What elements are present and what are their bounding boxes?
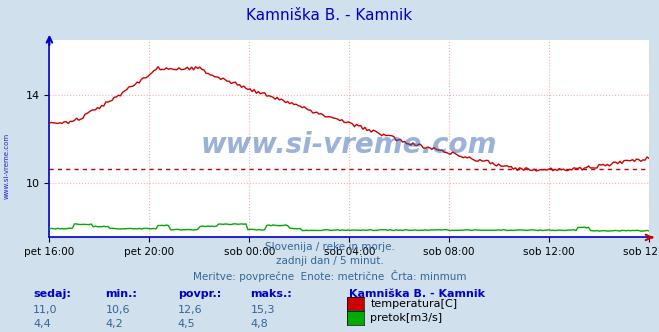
Text: min.:: min.:: [105, 289, 137, 299]
Text: pretok[m3/s]: pretok[m3/s]: [370, 313, 442, 323]
Text: zadnji dan / 5 minut.: zadnji dan / 5 minut.: [275, 256, 384, 266]
Text: Slovenija / reke in morje.: Slovenija / reke in morje.: [264, 242, 395, 252]
Text: Kamniška B. - Kamnik: Kamniška B. - Kamnik: [349, 289, 485, 299]
Text: maks.:: maks.:: [250, 289, 292, 299]
Text: Meritve: povprečne  Enote: metrične  Črta: minmum: Meritve: povprečne Enote: metrične Črta:…: [192, 270, 467, 282]
Text: 4,8: 4,8: [250, 319, 268, 329]
Text: 4,4: 4,4: [33, 319, 51, 329]
Text: 12,6: 12,6: [178, 305, 202, 315]
Text: www.si-vreme.com: www.si-vreme.com: [201, 130, 498, 159]
Text: 4,5: 4,5: [178, 319, 196, 329]
Text: 15,3: 15,3: [250, 305, 275, 315]
Text: www.si-vreme.com: www.si-vreme.com: [3, 133, 10, 199]
Text: 4,2: 4,2: [105, 319, 123, 329]
Text: Kamniška B. - Kamnik: Kamniška B. - Kamnik: [246, 8, 413, 23]
Text: temperatura[C]: temperatura[C]: [370, 299, 457, 309]
Text: 11,0: 11,0: [33, 305, 57, 315]
Text: sedaj:: sedaj:: [33, 289, 71, 299]
Text: 10,6: 10,6: [105, 305, 130, 315]
Text: povpr.:: povpr.:: [178, 289, 221, 299]
